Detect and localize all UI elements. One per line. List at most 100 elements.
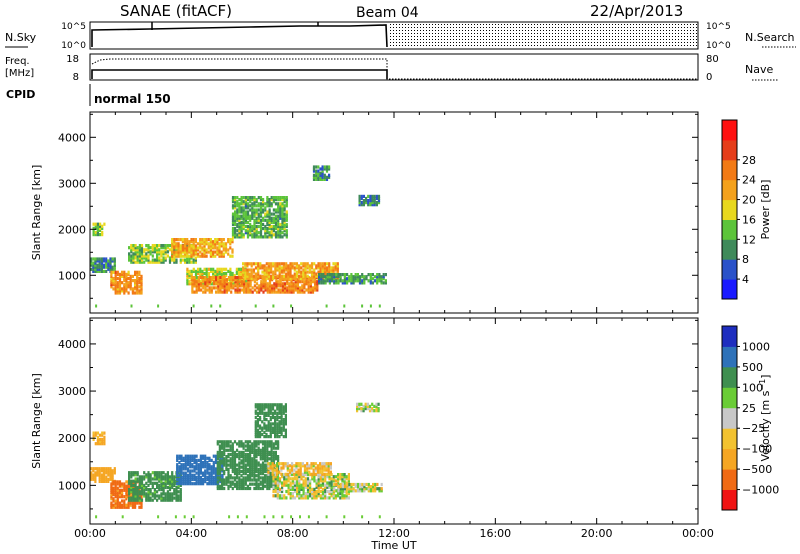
power-cell xyxy=(114,272,117,276)
power-cell xyxy=(281,282,284,286)
power-cell xyxy=(274,235,278,239)
power-cell xyxy=(300,270,303,274)
power-cell xyxy=(282,268,286,272)
power-cell xyxy=(166,254,169,258)
velocity-cell xyxy=(246,457,249,461)
velocity-cell xyxy=(291,494,294,498)
velocity-cell xyxy=(293,481,297,485)
power-cell xyxy=(232,276,235,280)
velocity-cell xyxy=(151,498,154,502)
power-cell xyxy=(134,287,137,291)
power-cell xyxy=(281,204,284,208)
power-cell xyxy=(285,233,288,237)
power-cell xyxy=(356,273,359,277)
power-cell xyxy=(220,273,223,278)
power-cell xyxy=(99,226,102,230)
velocity-cell xyxy=(359,489,362,493)
velocity-cell xyxy=(254,415,257,420)
power-cell xyxy=(206,280,209,284)
power-cell xyxy=(188,244,191,248)
power-cell xyxy=(114,287,117,291)
velocity-cell xyxy=(358,402,361,406)
power-cell xyxy=(279,280,282,284)
velocity-cell xyxy=(278,411,281,415)
velocity-cell xyxy=(114,486,117,490)
power-cell xyxy=(293,272,296,276)
velocity-cell xyxy=(236,467,239,471)
power-cell xyxy=(278,274,281,278)
power-cell xyxy=(358,196,361,201)
power-cell xyxy=(99,228,102,232)
velocity-cell xyxy=(164,496,167,500)
power-cell xyxy=(326,262,329,266)
velocity-cell xyxy=(102,471,106,475)
velocity-cell xyxy=(223,486,226,491)
power-cell xyxy=(158,252,161,256)
velocity-cell xyxy=(319,483,322,487)
velocity-cell xyxy=(127,501,130,505)
velocity-cell xyxy=(256,428,259,432)
power-cell xyxy=(192,246,195,250)
velocity-cell xyxy=(110,490,113,495)
velocity-cell xyxy=(321,462,324,466)
velocity-cell xyxy=(277,440,280,444)
velocity-cell xyxy=(145,473,148,477)
velocity-cell xyxy=(147,496,150,500)
power-cell xyxy=(138,291,141,295)
velocity-cell xyxy=(348,482,351,487)
power-frame xyxy=(89,111,699,314)
velocity-cell xyxy=(298,481,301,485)
velocity-cell xyxy=(242,484,245,488)
velocity-cell xyxy=(278,420,281,424)
power-cell xyxy=(289,272,292,276)
velocity-cell xyxy=(311,475,314,479)
velocity-cell xyxy=(182,480,185,484)
power-cell xyxy=(264,282,267,286)
power-cell xyxy=(136,256,139,260)
velocity-cell xyxy=(240,484,243,488)
power-cell xyxy=(186,280,189,284)
velocity-cell xyxy=(101,442,104,446)
velocity-cell xyxy=(147,492,150,496)
power-cell xyxy=(296,284,299,288)
velocity-cell xyxy=(151,471,154,475)
velocity-cell xyxy=(212,467,215,471)
power-cell xyxy=(236,235,239,239)
velocity-cell xyxy=(254,424,257,428)
velocity-cell xyxy=(227,474,230,478)
velocity-cell xyxy=(160,492,163,496)
velocity-cell xyxy=(218,446,221,450)
velocity-cell xyxy=(278,496,282,500)
power-cell xyxy=(224,242,228,246)
power-cell xyxy=(362,199,365,203)
velocity-cell xyxy=(171,496,174,500)
velocity-cell xyxy=(274,424,277,428)
power-cell xyxy=(98,261,101,265)
velocity-cell xyxy=(123,482,126,486)
power-cell xyxy=(279,229,282,233)
velocity-cell xyxy=(281,494,284,498)
velocity-cell xyxy=(278,477,282,481)
velocity-cell xyxy=(98,473,101,477)
velocity-cell xyxy=(208,475,211,479)
power-cell xyxy=(240,227,243,231)
velocity-cell xyxy=(251,482,254,486)
velocity-cell xyxy=(319,479,322,483)
velocity-cell xyxy=(193,467,196,471)
velocity-cell xyxy=(204,471,207,475)
velocity-cell xyxy=(272,444,275,448)
velocity-cell xyxy=(193,454,196,458)
power-cell xyxy=(278,272,281,276)
power-cell xyxy=(94,226,97,230)
power-cell xyxy=(123,291,126,295)
power-cell xyxy=(125,283,128,287)
power-cell xyxy=(318,277,321,281)
power-cell xyxy=(138,289,141,293)
velocity-cell xyxy=(253,452,256,457)
velocity-cell xyxy=(173,496,176,500)
velocity-cell xyxy=(151,477,154,481)
velocity-cell xyxy=(189,480,192,484)
velocity-cell xyxy=(218,440,221,444)
power-cell xyxy=(323,175,326,179)
velocity-cell xyxy=(136,473,139,477)
